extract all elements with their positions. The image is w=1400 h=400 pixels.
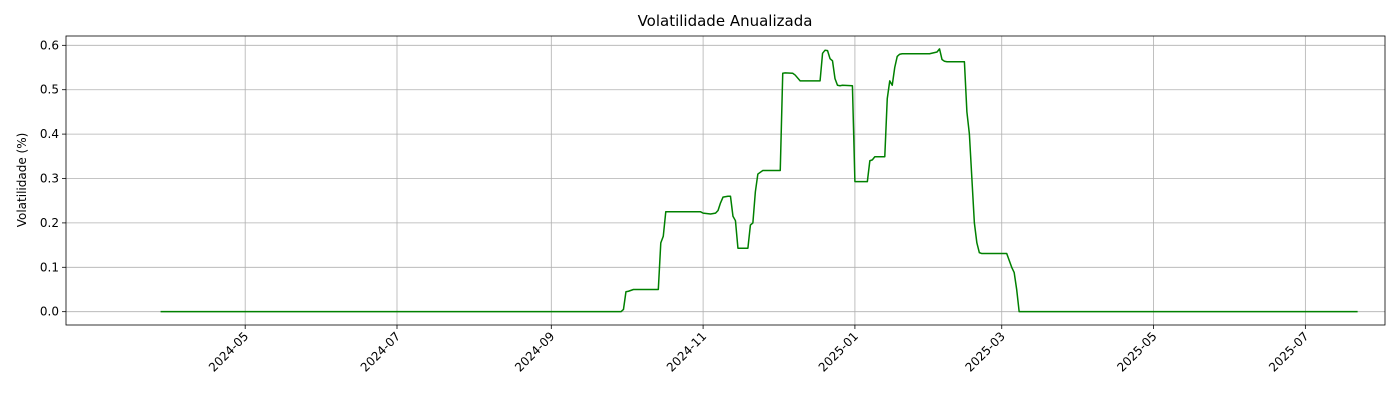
x-tick-label: 2025-07	[1266, 329, 1311, 374]
grid-lines	[66, 36, 1385, 325]
x-tick-label: 2024-05	[206, 329, 251, 374]
chart-title: Volatilidade Anualizada	[638, 12, 813, 30]
x-tick-label: 2025-01	[816, 329, 861, 374]
y-tick-label: 0.3	[40, 172, 59, 186]
y-tick-label: 0.2	[40, 216, 59, 230]
y-tick-label: 0.1	[40, 260, 59, 274]
x-axis: 2024-05 2024-07 2024-09 2024-11 2025-01 2025-…	[206, 325, 1311, 375]
x-tick-label: 2024-07	[358, 329, 403, 374]
series-layer	[160, 48, 1358, 313]
y-tick-label: 0.4	[40, 127, 59, 141]
x-tick-label: 2024-09	[512, 329, 557, 374]
x-tick-label: 2025-05	[1114, 329, 1159, 374]
y-axis: 0.0 0.1 0.2 0.3 0.4 0.5 0.6	[40, 38, 66, 319]
y-tick-label: 0.5	[40, 83, 59, 97]
y-axis-label: Volatilidade (%)	[15, 133, 29, 228]
plot-frame	[65, 35, 1386, 326]
y-tick-label: 0.6	[40, 38, 59, 52]
x-tick-label: 2024-11	[664, 329, 709, 374]
x-tick-label: 2025-03	[963, 329, 1008, 374]
y-tick-label: 0.0	[40, 305, 59, 319]
series-line-volatility	[160, 48, 1358, 313]
